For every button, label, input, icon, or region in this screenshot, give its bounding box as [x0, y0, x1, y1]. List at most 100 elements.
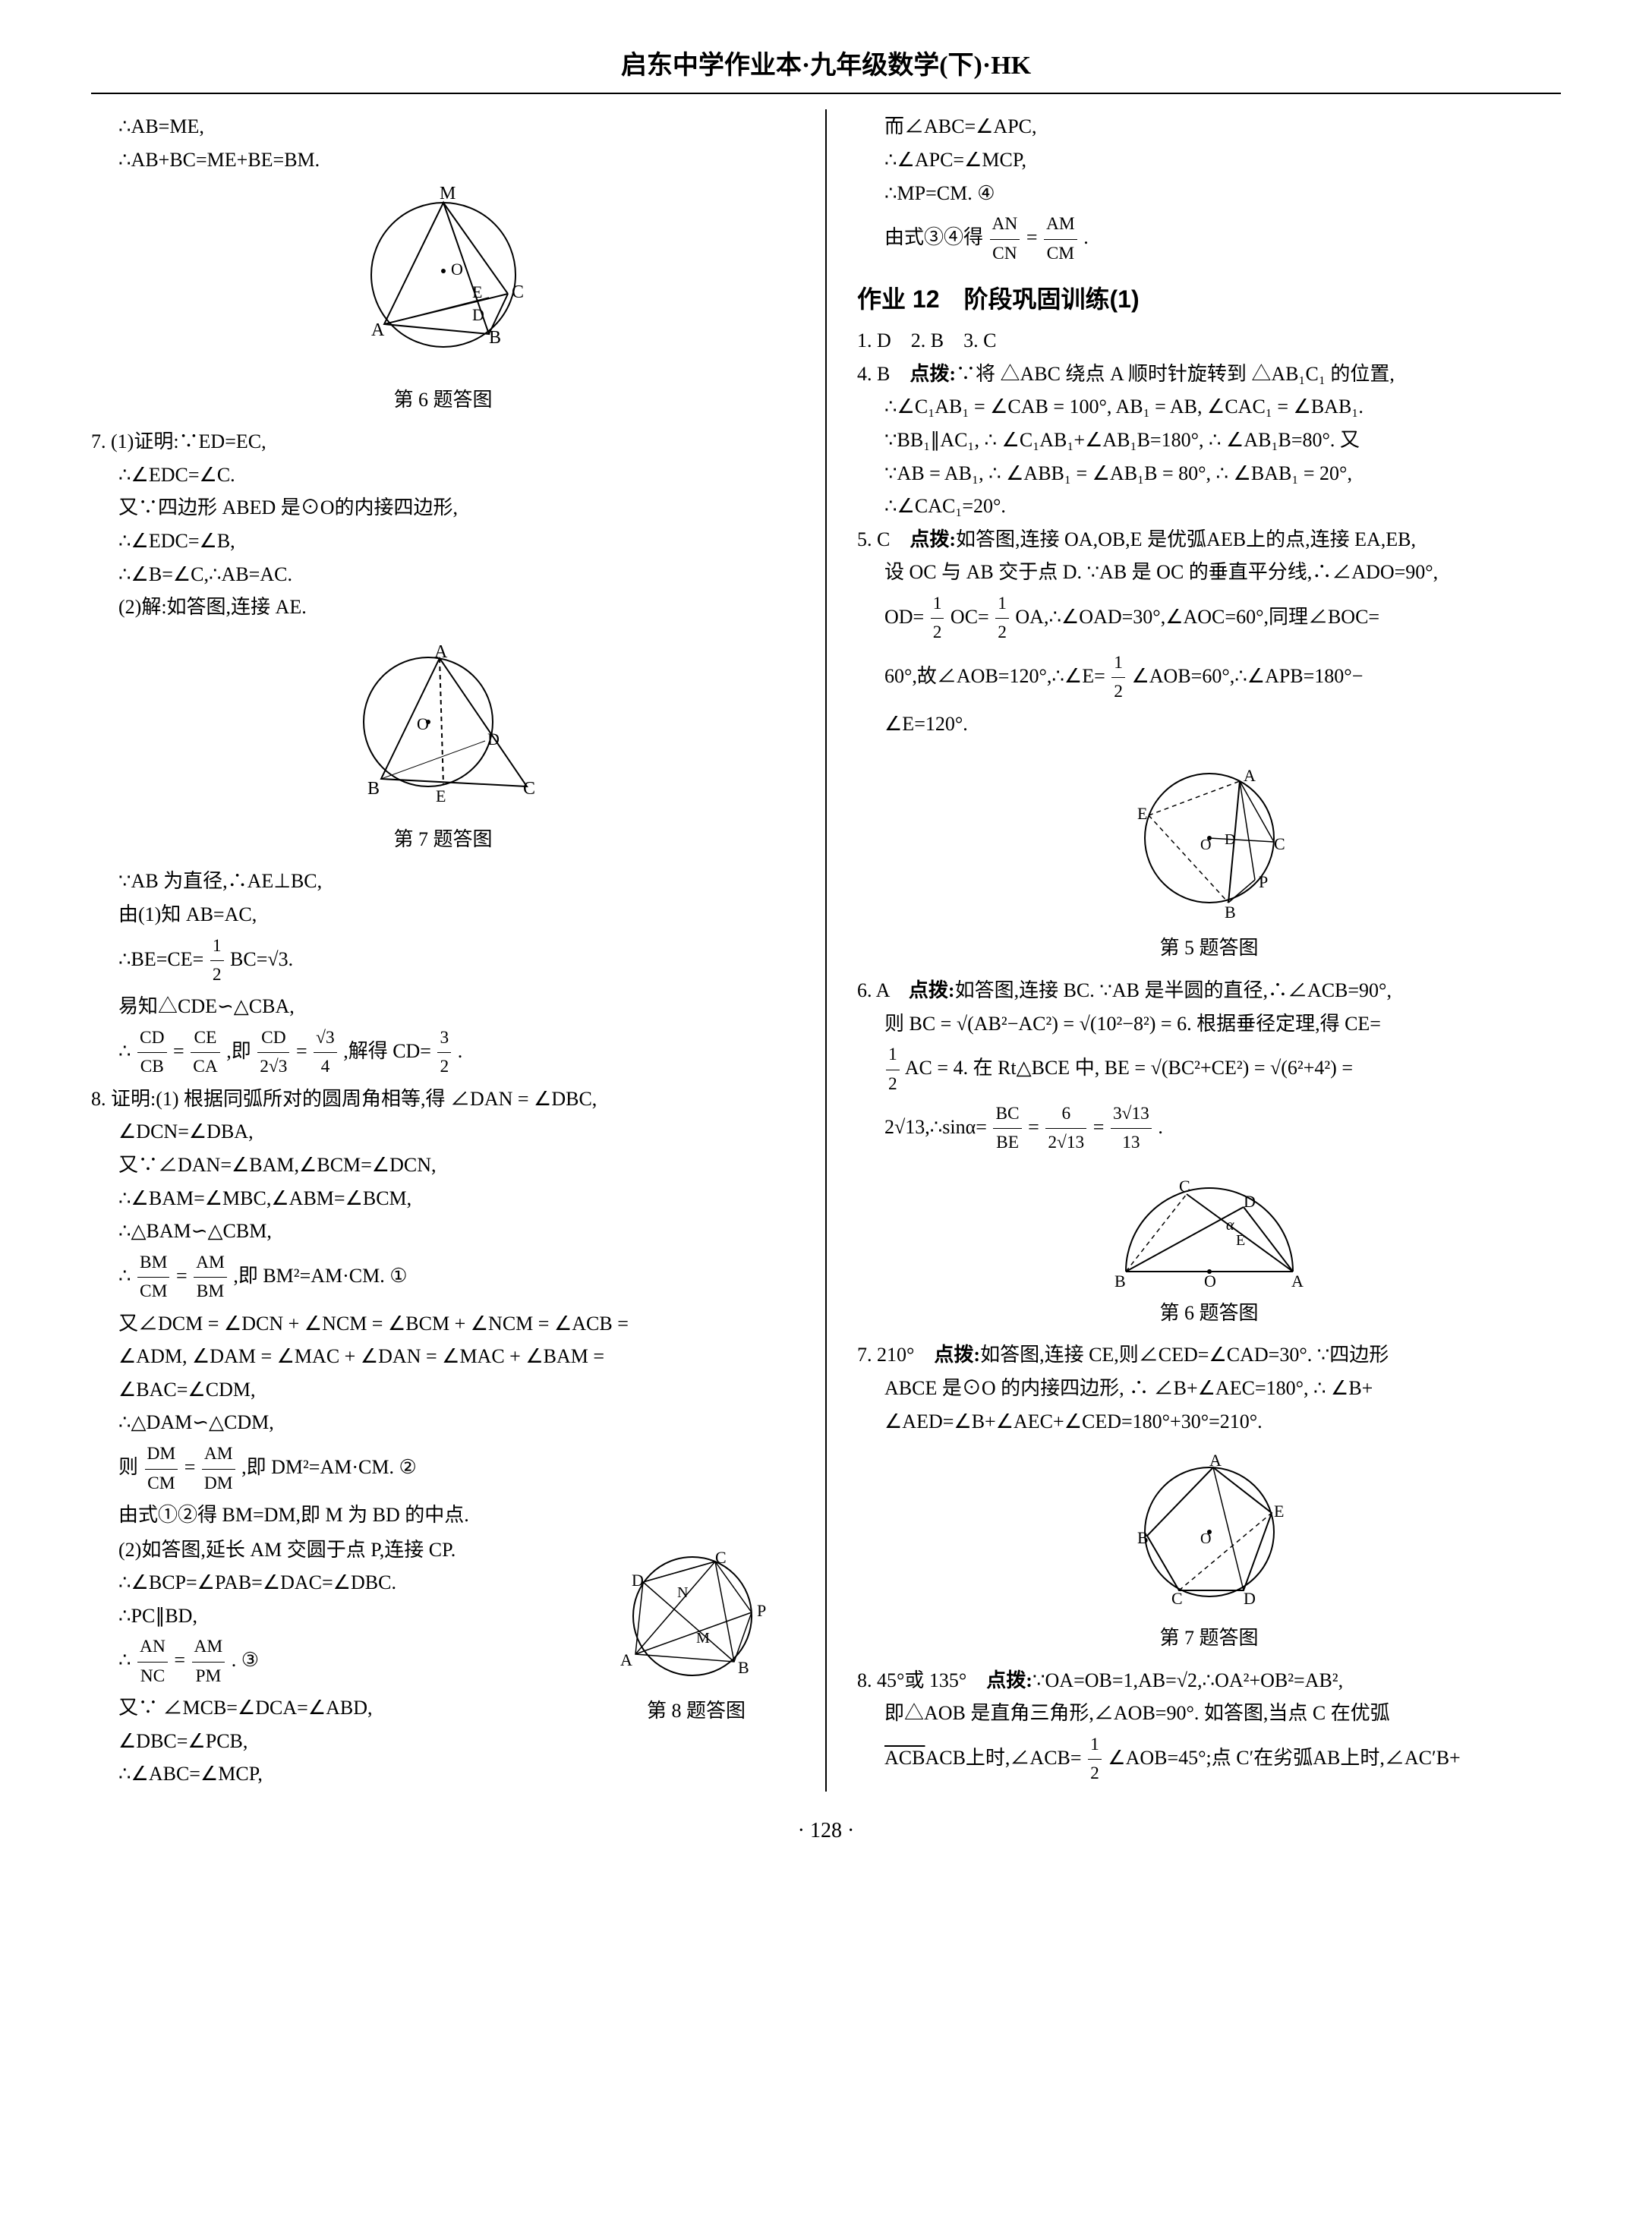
- figure-7-left: O A B C D E: [91, 631, 795, 821]
- svg-text:D: D: [1244, 1192, 1256, 1211]
- text: ∴MP=CM. ④: [857, 178, 1561, 210]
- svg-text:A: A: [371, 320, 385, 340]
- svg-text:P: P: [757, 1601, 766, 1620]
- svg-text:D: D: [632, 1571, 644, 1590]
- circle-diagram-icon: O M A B C E D: [337, 184, 550, 381]
- circle-diagram-icon: O A B C D E: [329, 631, 557, 821]
- text: ABCE 是⊙O 的内接四边形, ∴ ∠B+∠AEC=180°, ∴ ∠B+: [857, 1373, 1561, 1404]
- svg-text:O: O: [451, 260, 463, 279]
- text: 1. D 2. B 3. C: [857, 325, 1561, 357]
- text: ∴∠BAM=∠MBC,∠ABM=∠BCM,: [91, 1183, 795, 1215]
- figure-7-right: O A E B C D: [857, 1445, 1561, 1619]
- svg-text:A: A: [1291, 1272, 1304, 1291]
- figure-8-left: D C N P M A B: [597, 1540, 795, 1692]
- text: 又∠DCM = ∠DCN + ∠NCM = ∠BCM + ∠NCM = ∠ACB…: [91, 1308, 795, 1340]
- text: 由式①②得 BM=DM,即 M 为 BD 的中点.: [91, 1499, 795, 1531]
- text: ∴ ANNC = AMPM . ③: [91, 1633, 597, 1691]
- circle-diagram-icon: O A E D C P B: [1111, 747, 1308, 929]
- figure-6-right: C D α E B O A: [857, 1165, 1561, 1294]
- svg-text:O: O: [1200, 1530, 1211, 1547]
- svg-text:C: C: [512, 282, 524, 302]
- figure-5-right: O A E D C P B: [857, 747, 1561, 929]
- text: ∠AED=∠B+∠AEC+∠CED=180°+30°=210°.: [857, 1406, 1561, 1438]
- page: 启东中学作业本·九年级数学(下)·HK ∴AB=ME, ∴AB+BC=ME+BE…: [0, 0, 1652, 1879]
- svg-text:B: B: [1137, 1528, 1149, 1547]
- svg-text:O: O: [1204, 1272, 1216, 1291]
- text: 则 BC = √(AB²−AC²) = √(10²−8²) = 6. 根据垂径定…: [857, 1008, 1561, 1040]
- text: ∠BAC=∠CDM,: [91, 1374, 795, 1406]
- text: ∵BB₁∥AC₁, ∴ ∠C₁AB₁+∠AB₁B=180°, ∴ ∠AB₁B=8…: [857, 424, 1561, 456]
- figure-caption: 第 5 题答图: [857, 932, 1561, 964]
- svg-text:C: C: [1179, 1177, 1190, 1196]
- svg-text:M: M: [440, 184, 456, 203]
- svg-text:B: B: [1225, 903, 1236, 922]
- text: OD= 12 OC= 12 OA,∴∠OAD=30°,∠AOC=60°,同理∠B…: [857, 590, 1561, 648]
- text: ∠E=120°.: [857, 708, 1561, 740]
- svg-text:P: P: [1259, 872, 1268, 891]
- circle-diagram-icon: O A E B C D: [1111, 1445, 1308, 1619]
- svg-text:A: A: [1209, 1451, 1222, 1470]
- figure-6-left: O M A B C E D: [91, 184, 795, 381]
- text: ∴∠C₁AB₁ = ∠CAB = 100°, AB₁ = AB, ∠CAC₁ =…: [857, 391, 1561, 423]
- text: 而∠ABC=∠APC,: [857, 111, 1561, 143]
- text: ACBACB上时,∠ACB= 12 ∠AOB=45°;点 C′在劣弧AB上时,∠…: [857, 1731, 1561, 1789]
- text: ∠ADM, ∠DAM = ∠MAC + ∠DAN = ∠MAC + ∠BAM =: [91, 1341, 795, 1373]
- svg-text:B: B: [1114, 1272, 1126, 1291]
- text: (2)解:如答图,连接 AE.: [91, 591, 795, 623]
- text: ∴BE=CE= 12 BC=√3.: [91, 932, 795, 990]
- text: ∴∠B=∠C,∴AB=AC.: [91, 559, 795, 591]
- text: 2√13,∴sinα= BCBE = 62√13 = 3√1313 .: [857, 1100, 1561, 1158]
- svg-text:E: E: [1236, 1232, 1245, 1249]
- text: 由式③④得 ANCN = AMCM .: [857, 210, 1561, 268]
- svg-text:C: C: [1274, 834, 1285, 853]
- text: ∴△BAM∽△CBM,: [91, 1215, 795, 1247]
- text: ∴AB+BC=ME+BE=BM.: [91, 144, 795, 176]
- page-header: 启东中学作业本·九年级数学(下)·HK: [91, 46, 1561, 94]
- text: 5. C 点拨:如答图,连接 OA,OB,E 是优弧AEB上的点,连接 EA,E…: [857, 524, 1561, 556]
- text: 则 DMCM = AMDM ,即 DM²=AM·CM. ②: [91, 1440, 795, 1498]
- svg-text:D: D: [1244, 1589, 1256, 1608]
- text: 即△AOB 是直角三角形,∠AOB=90°. 如答图,当点 C 在优弧: [857, 1697, 1561, 1729]
- text: ∴AB=ME,: [91, 111, 795, 143]
- figure-caption: 第 7 题答图: [857, 1622, 1561, 1654]
- text: 又∵∠DAN=∠BAM,∠BCM=∠DCN,: [91, 1149, 795, 1181]
- figure-caption: 第 8 题答图: [597, 1695, 795, 1727]
- two-columns: ∴AB=ME, ∴AB+BC=ME+BE=BM. O M A B C: [91, 109, 1561, 1792]
- semicircle-diagram-icon: C D α E B O A: [1096, 1165, 1323, 1294]
- svg-text:O: O: [1200, 837, 1211, 853]
- text: ∴ BMCM = AMBM ,即 BM²=AM·CM. ①: [91, 1249, 795, 1306]
- svg-text:E: E: [1137, 804, 1147, 823]
- text: ∠DCN=∠DBA,: [91, 1116, 795, 1148]
- svg-text:O: O: [417, 714, 429, 733]
- page-footer: · 128 ·: [91, 1814, 1561, 1849]
- text: 7. 210° 点拨:如答图,连接 CE,则∠CED=∠CAD=30°. ∵四边…: [857, 1339, 1561, 1371]
- text: ∴∠BCP=∠PAB=∠DAC=∠DBC.: [91, 1567, 597, 1599]
- text: ∴PC∥BD,: [91, 1600, 597, 1632]
- left-column: ∴AB=ME, ∴AB+BC=ME+BE=BM. O M A B C: [91, 109, 795, 1792]
- text: ∴△DAM∽△CDM,: [91, 1407, 795, 1439]
- circle-diagram-icon: D C N P M A B: [601, 1540, 791, 1692]
- text: (2)如答图,延长 AM 交圆于点 P,连接 CP.: [91, 1534, 597, 1566]
- text: 12 AC = 4. 在 Rt△BCE 中, BE = √(BC²+CE²) =…: [857, 1041, 1561, 1098]
- text: 6. A 点拨:如答图,连接 BC. ∵AB 是半圆的直径,∴∠ACB=90°,: [857, 975, 1561, 1007]
- svg-text:B: B: [367, 779, 380, 799]
- text: 8. 证明:(1) 根据同弧所对的圆周角相等,得 ∠DAN = ∠DBC,: [91, 1083, 795, 1115]
- right-column: 而∠ABC=∠APC, ∴∠APC=∠MCP, ∴MP=CM. ④ 由式③④得 …: [825, 109, 1561, 1792]
- text: ∴∠APC=∠MCP,: [857, 144, 1561, 176]
- text: 4. B 点拨:∵将 △ABC 绕点 A 顺时针旋转到 △AB₁C₁ 的位置,: [857, 358, 1561, 390]
- figure-caption: 第 6 题答图: [91, 384, 795, 416]
- text: ∵AB 为直径,∴AE⊥BC,: [91, 865, 795, 897]
- text: ∴∠EDC=∠C.: [91, 459, 795, 491]
- text: 又∵四边形 ABED 是⊙O的内接四边形,: [91, 492, 795, 524]
- text: ∴∠CAC₁=20°.: [857, 490, 1561, 522]
- text: 由(1)知 AB=AC,: [91, 899, 795, 931]
- text: 60°,故∠AOB=120°,∴∠E= 12 ∠AOB=60°,∴∠APB=18…: [857, 649, 1561, 707]
- text: ∴∠ABC=∠MCP,: [91, 1758, 597, 1790]
- svg-text:C: C: [523, 779, 535, 799]
- text: ∴ CDCB = CECA ,即 CD2√3 = √34 ,解得 CD= 32 …: [91, 1024, 795, 1082]
- text: 7. (1)证明:∵ED=EC,: [91, 426, 795, 458]
- text: 又∵ ∠MCB=∠DCA=∠ABD,: [91, 1692, 597, 1724]
- figure-caption: 第 6 题答图: [857, 1297, 1561, 1329]
- svg-text:C: C: [1171, 1589, 1183, 1608]
- text: ∵AB = AB₁, ∴ ∠ABB₁ = ∠AB₁B = 80°, ∴ ∠BAB…: [857, 458, 1561, 490]
